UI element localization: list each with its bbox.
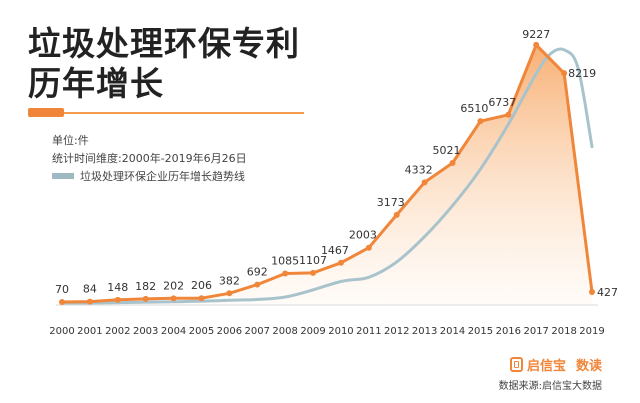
unit-label: 单位:件 — [52, 134, 89, 147]
data-point — [393, 211, 400, 218]
x-tick-label: 2015 — [468, 326, 493, 337]
chart-title-line-1: 垃圾处理环保专利 — [28, 24, 300, 63]
data-point — [198, 295, 205, 302]
data-label: 1085 — [271, 255, 299, 268]
data-point — [142, 295, 149, 302]
brand-name: 启信宝 — [526, 359, 566, 374]
data-label: 6510 — [460, 102, 488, 115]
data-point — [86, 298, 93, 305]
data-label: 5021 — [433, 144, 461, 157]
x-tick-label: 2017 — [523, 326, 548, 337]
data-points — [59, 41, 595, 306]
brand-suffix: 数读 — [575, 359, 602, 374]
data-label: 1107 — [299, 254, 327, 267]
chart-legend: 垃圾处理环保企业历年增长趋势线 — [52, 168, 245, 184]
data-point — [421, 179, 428, 186]
x-tick-label: 2010 — [328, 326, 353, 337]
x-tick-label: 2019 — [579, 326, 604, 337]
x-tick-label: 2000 — [49, 326, 74, 337]
data-point — [449, 159, 456, 166]
x-tick-label: 2008 — [272, 326, 297, 337]
data-point — [282, 270, 289, 277]
x-tick-label: 2009 — [300, 326, 325, 337]
data-label: 2003 — [349, 229, 377, 242]
data-label: 70 — [55, 283, 69, 296]
x-tick-label: 2001 — [77, 326, 102, 337]
trend-legend-swatch — [52, 173, 74, 179]
trend-legend-label: 垃圾处理环保企业历年增长趋势线 — [80, 170, 245, 183]
x-tick-label: 2013 — [412, 326, 437, 337]
data-point — [589, 289, 595, 296]
data-point — [533, 41, 540, 48]
x-tick-label: 2016 — [496, 326, 521, 337]
data-point — [505, 111, 512, 118]
data-label: 202 — [163, 279, 184, 292]
x-tick-label: 2012 — [384, 326, 409, 337]
data-point — [170, 295, 177, 302]
data-label: 182 — [135, 280, 156, 293]
data-point — [254, 281, 261, 288]
data-point — [59, 299, 65, 306]
data-label: 84 — [83, 283, 97, 296]
data-label: 206 — [191, 279, 212, 292]
trend-line — [60, 47, 594, 305]
data-label: 4332 — [405, 163, 433, 176]
data-label: 6737 — [488, 96, 516, 109]
data-label: 382 — [219, 274, 240, 287]
x-axis-ticks: 2000 2001 2002 2003 2004 2005 2006 2007 2008 2009… — [49, 326, 604, 337]
qixinbao-logo-icon — [509, 357, 523, 372]
x-tick-label: 2003 — [133, 326, 158, 337]
chart-title-line-2: 历年增长 — [28, 64, 164, 103]
title-underline-tab — [28, 108, 64, 117]
data-point — [561, 70, 568, 77]
data-point — [477, 118, 484, 125]
chart-title: 垃圾处理环保专利 历年增长 — [28, 24, 300, 104]
data-point — [114, 296, 121, 303]
series-area — [62, 44, 592, 305]
data-label: 692 — [247, 266, 268, 279]
data-point — [226, 290, 233, 297]
x-tick-label: 2014 — [440, 326, 465, 337]
title-underline — [28, 108, 304, 117]
data-label: 9227 — [522, 28, 550, 41]
data-source: 数据来源:启信宝大数据 — [498, 381, 602, 392]
x-tick-label: 2007 — [245, 326, 270, 337]
x-tick-label: 2011 — [356, 326, 381, 337]
data-label: 148 — [107, 281, 128, 294]
x-tick-label: 2006 — [217, 326, 242, 337]
period-label: 统计时间维度:2000年-2019年6月26日 — [52, 152, 247, 165]
data-point — [310, 269, 317, 276]
data-label: 3173 — [377, 196, 405, 209]
brand-logo: 启信宝 数读 — [509, 355, 602, 374]
x-tick-label: 2005 — [189, 326, 214, 337]
x-tick-label: 2018 — [551, 326, 576, 337]
data-label: 1467 — [321, 244, 349, 257]
x-tick-label: 2002 — [105, 326, 130, 337]
data-point — [365, 244, 372, 251]
data-label: 427 — [597, 286, 618, 299]
data-label: 8219 — [568, 67, 596, 80]
x-tick-label: 2004 — [161, 326, 186, 337]
series-line — [61, 43, 594, 304]
data-point — [337, 259, 344, 266]
